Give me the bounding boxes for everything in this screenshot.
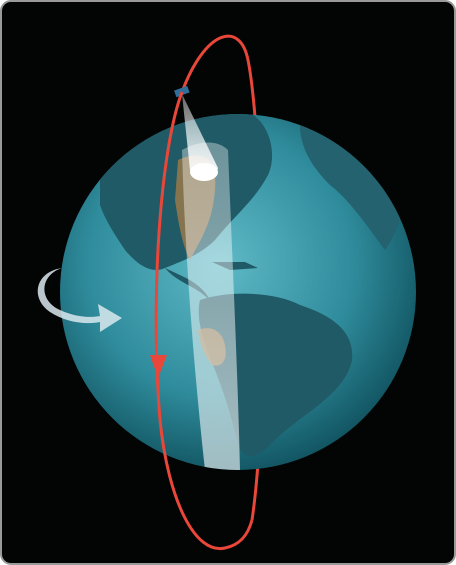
- satellite: [174, 85, 190, 98]
- sensor-footprint: [190, 163, 218, 181]
- sensor-cone: [182, 94, 218, 179]
- orbit-direction-arrow: [150, 355, 167, 378]
- rotation-arrow: [37, 268, 122, 332]
- central-america: [165, 268, 210, 300]
- scan-swath: [182, 142, 240, 470]
- orbit-front: [154, 91, 254, 551]
